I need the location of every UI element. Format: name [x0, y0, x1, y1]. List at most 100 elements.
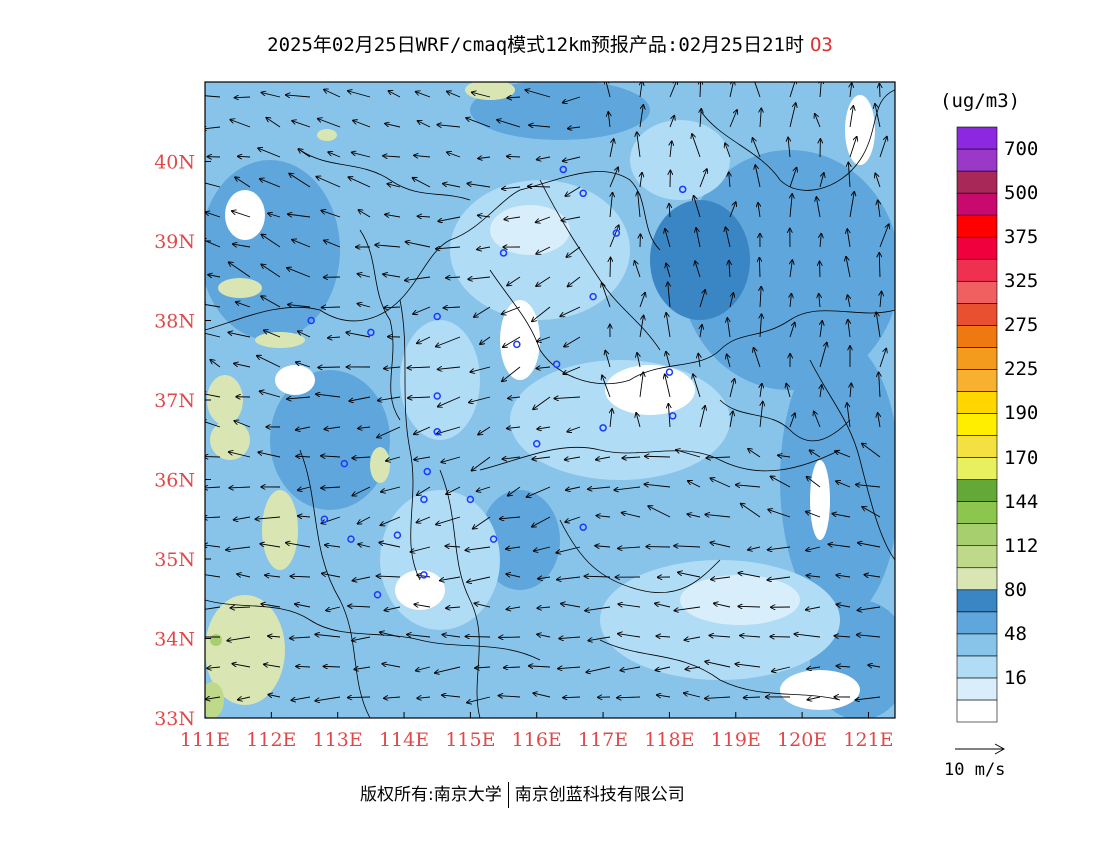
lon-tick-label: 120E [777, 729, 827, 751]
field-patch [780, 670, 860, 710]
lon-tick-label: 121E [843, 729, 893, 751]
colorbar-unit: (ug/m3) [940, 90, 1020, 112]
wind-arrow [322, 307, 340, 308]
colorbar-label: 225 [1004, 359, 1038, 379]
field-patch [400, 320, 480, 440]
colorbar-label: 48 [1004, 624, 1027, 644]
field-patch [680, 575, 800, 625]
colorbar-label: 170 [1004, 448, 1038, 468]
field-patch [845, 95, 875, 165]
field-patch [395, 570, 445, 610]
colorbar-label: 112 [1004, 536, 1038, 556]
lon-tick-label: 111E [180, 729, 230, 751]
lon-tick-label: 112E [246, 729, 296, 751]
colorbar-swatch [957, 127, 997, 149]
field-patch [317, 129, 337, 141]
field-patch [275, 365, 315, 395]
colorbar-swatch [957, 369, 997, 391]
lat-tick-label: 40N [154, 152, 195, 174]
colorbar-swatch [957, 568, 997, 590]
wind-arrow [507, 156, 520, 157]
colorbar [957, 127, 997, 722]
colorbar-label: 700 [1004, 139, 1038, 159]
field-patch [810, 460, 830, 540]
field-patch [200, 160, 340, 340]
colorbar-swatch [957, 590, 997, 612]
lat-tick-label: 38N [154, 311, 195, 333]
field-patch [218, 278, 262, 298]
field-patch [380, 490, 500, 630]
colorbar-label: 144 [1004, 492, 1038, 512]
colorbar-swatch [957, 237, 997, 259]
colorbar-swatch [957, 656, 997, 678]
colorbar-swatch [957, 700, 997, 722]
field-patch [262, 490, 298, 570]
colorbar-swatch [957, 413, 997, 435]
field-patch [255, 332, 305, 348]
field-patch [210, 634, 222, 646]
lat-tick-label: 34N [154, 629, 195, 651]
colorbar-label: 80 [1004, 580, 1027, 600]
copyright-line: 版权所有:南京大学南京创蓝科技有限公司 [360, 780, 685, 808]
colorbar-swatch [957, 303, 997, 325]
field-patch [200, 682, 224, 718]
colorbar-swatch [957, 546, 997, 568]
colorbar-swatch [957, 391, 997, 413]
lon-tick-label: 119E [711, 729, 761, 751]
copyright-right: 南京创蓝科技有限公司 [515, 785, 685, 805]
colorbar-label: 275 [1004, 315, 1038, 335]
colorbar-label: 500 [1004, 183, 1038, 203]
colorbar-swatch [957, 634, 997, 656]
colorbar-swatch [957, 612, 997, 634]
wind-arrow [879, 84, 880, 97]
lon-tick-label: 115E [445, 729, 495, 751]
copyright-separator [508, 782, 509, 808]
colorbar-swatch [957, 215, 997, 237]
colorbar-label: 375 [1004, 227, 1038, 247]
concentration-field [200, 80, 910, 720]
colorbar-swatch [957, 436, 997, 458]
wind-arrow [700, 80, 701, 97]
colorbar-swatch [957, 149, 997, 171]
wind-arrow [610, 258, 611, 277]
colorbar-swatch [957, 259, 997, 281]
wind-arrow [324, 666, 340, 667]
lat-tick-label: 39N [154, 231, 195, 253]
field-patch [605, 365, 695, 415]
lon-tick-label: 113E [313, 729, 363, 751]
lat-tick-label: 37N [154, 390, 195, 412]
field-patch [650, 200, 750, 320]
copyright-left: 版权所有:南京大学 [360, 785, 502, 805]
latitude-axis: 33N 34N 35N 36N 37N 38N 39N 40N [154, 152, 211, 731]
field-patch [370, 447, 390, 483]
colorbar-swatch [957, 524, 997, 546]
colorbar-swatch [957, 193, 997, 215]
lon-tick-label: 116E [512, 729, 562, 751]
colorbar-label: 190 [1004, 403, 1038, 423]
colorbar-swatch [957, 347, 997, 369]
lat-tick-label: 33N [154, 708, 195, 730]
wind-arrow [348, 697, 370, 698]
colorbar-swatch [957, 502, 997, 524]
wind-reference-label: 10 m/s [944, 760, 1005, 780]
colorbar-swatch [957, 480, 997, 502]
lat-tick-label: 35N [154, 549, 195, 571]
wind-arrow [466, 636, 490, 637]
colorbar-label: 16 [1004, 668, 1027, 688]
field-patch [207, 375, 243, 425]
colorbar-swatch [957, 458, 997, 480]
lat-tick-label: 36N [154, 470, 195, 492]
colorbar-swatch [957, 678, 997, 700]
colorbar-label: 325 [1004, 271, 1038, 291]
colorbar-swatch [957, 281, 997, 303]
lon-tick-label: 114E [379, 729, 429, 751]
lon-tick-label: 117E [578, 729, 628, 751]
colorbar-swatch [957, 325, 997, 347]
lon-tick-label: 118E [644, 729, 694, 751]
wind-arrow [759, 258, 760, 277]
colorbar-swatch [957, 171, 997, 193]
wind-reference-arrow [955, 744, 1004, 754]
wind-arrow [318, 367, 340, 368]
